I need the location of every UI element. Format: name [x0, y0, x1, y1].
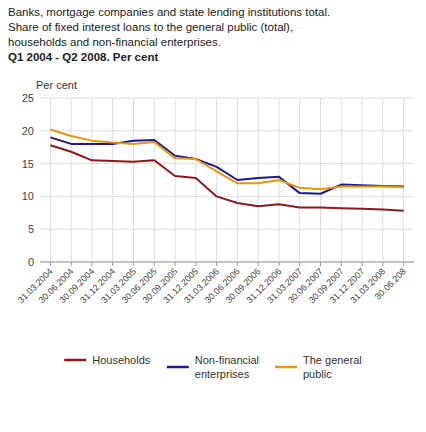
- legend: Households Non-financialenterprises The ge…: [64, 354, 362, 380]
- chart: Banks, mortgage companies and state lend…: [0, 0, 426, 432]
- x-tick: [382, 262, 383, 266]
- legend-label: Non-financialenterprises: [195, 354, 259, 380]
- y-grid-line: [40, 196, 414, 197]
- legend-label: Households: [92, 354, 151, 366]
- y-tick-label: 15: [22, 158, 34, 170]
- title: Banks, mortgage companies and state lend…: [8, 6, 330, 48]
- x-grid-line: [299, 98, 300, 262]
- x-tick: [258, 262, 259, 266]
- legend-label: The generalpublic: [303, 354, 362, 380]
- x-tick: [195, 262, 196, 266]
- x-tick: [320, 262, 321, 266]
- y-axis-label: Per cent: [36, 79, 77, 91]
- series-line: [50, 137, 403, 193]
- x-tick: [91, 262, 92, 266]
- grid: [40, 98, 414, 262]
- y-tick-label: 5: [28, 223, 34, 235]
- x-tick: [71, 262, 72, 266]
- legend-item: The generalpublic: [275, 354, 362, 380]
- legend-swatch: [167, 366, 189, 369]
- x-grid-line: [154, 98, 155, 262]
- x-grid-line: [133, 98, 134, 262]
- x-tick: [175, 262, 176, 266]
- y-tick-label: 20: [22, 125, 34, 137]
- subtitle: Q1 2004 - Q2 2008. Per cent: [8, 51, 158, 63]
- x-grid-line: [320, 98, 321, 262]
- y-tick-label: 25: [22, 92, 34, 104]
- x-tick: [237, 262, 238, 266]
- x-grid-line: [71, 98, 72, 262]
- y-grid-line: [40, 163, 414, 164]
- x-grid-line: [362, 98, 363, 262]
- x-grid-line: [403, 98, 404, 262]
- x-grid-line: [216, 98, 217, 262]
- lines: [50, 129, 403, 210]
- legend-item: Non-financialenterprises: [167, 354, 259, 380]
- x-grid-line: [91, 98, 92, 262]
- x-tick: [341, 262, 342, 266]
- y-grid-line: [40, 262, 414, 263]
- x-tick-label: 30.06.208: [373, 266, 408, 301]
- y-grid-line: [40, 229, 414, 230]
- x-tick: [133, 262, 134, 266]
- x-tick: [216, 262, 217, 266]
- x-tick: [403, 262, 404, 266]
- x-tick: [278, 262, 279, 266]
- y-grid-line: [40, 130, 414, 131]
- x-tick: [50, 262, 51, 266]
- x-grid-line: [50, 98, 51, 262]
- x-grid-line: [341, 98, 342, 262]
- x-grid-line: [382, 98, 383, 262]
- x-tick: [112, 262, 113, 266]
- x-grid-line: [112, 98, 113, 262]
- x-grid-line: [258, 98, 259, 262]
- series-line: [50, 129, 403, 189]
- x-grid-line: [195, 98, 196, 262]
- y-tick-label: 10: [22, 190, 34, 202]
- legend-swatch: [64, 359, 86, 362]
- x-tick: [299, 262, 300, 266]
- x-tick: [154, 262, 155, 266]
- y-tick-label: 0: [28, 256, 34, 268]
- x-axis-line: [40, 262, 414, 263]
- x-grid-line: [175, 98, 176, 262]
- y-grid-line: [40, 98, 414, 99]
- legend-item: Households: [64, 354, 151, 366]
- legend-swatch: [275, 366, 297, 369]
- x-tick: [362, 262, 363, 266]
